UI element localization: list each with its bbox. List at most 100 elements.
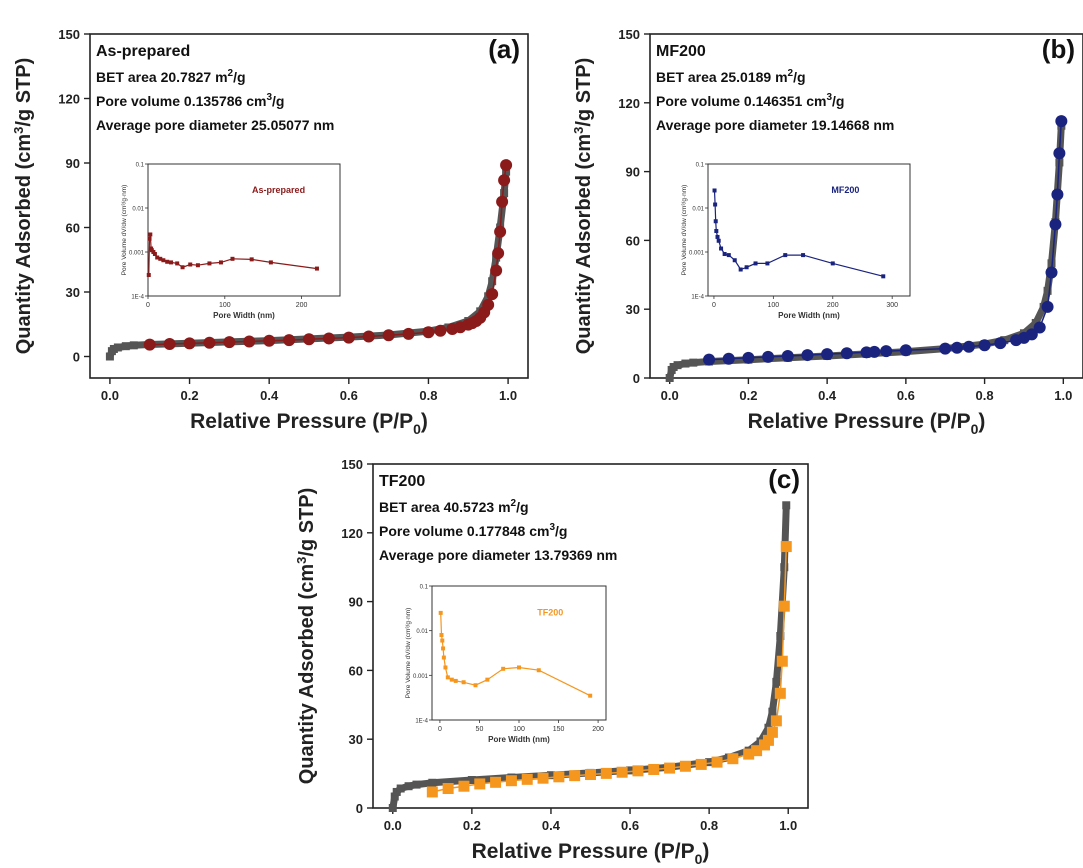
inset-psd-point <box>249 257 254 262</box>
inset-psd-point <box>744 265 749 270</box>
inset-psd-point <box>536 668 541 673</box>
inset-x-tick-label: 100 <box>219 302 231 309</box>
stat-line: Pore volume 0.177848 cm3/g <box>379 522 567 539</box>
isotherm-point <box>776 655 788 667</box>
x-tick-label: 0.4 <box>260 388 279 403</box>
y-tick-label: 120 <box>58 92 80 107</box>
inset-psd-point <box>440 638 445 643</box>
isotherm-point <box>703 353 716 366</box>
inset-psd-point <box>588 693 593 698</box>
inset-y-axis-label: Pore Volume dV/dw (cm³/g·nm) <box>405 608 412 699</box>
inset-y-tick-label: 0.01 <box>132 207 144 213</box>
isotherm-point <box>801 349 814 362</box>
y-tick-label: 90 <box>626 165 640 180</box>
inset-psd-point <box>161 258 166 263</box>
inset-x-tick-label: 200 <box>827 302 839 309</box>
inset-psd-point <box>314 266 319 271</box>
stat-text: Average pore diameter 13.79369 nm <box>379 547 617 563</box>
stat-tail: /g <box>516 499 528 515</box>
inset-psd-point <box>485 677 490 682</box>
reference-point <box>502 167 511 176</box>
inset-psd-point <box>715 234 720 239</box>
stat-line: Pore volume 0.146351 cm3/g <box>656 92 844 109</box>
inset-psd-point <box>713 219 718 224</box>
y-axis-label: Quantity Adsorbed (cm3/g STP) <box>294 488 318 785</box>
isotherm-point <box>322 332 335 345</box>
inset-x-axis-label: Pore Width (nm) <box>778 311 840 320</box>
isotherm-point <box>821 348 834 361</box>
inset-psd-point <box>268 260 273 265</box>
isotherm-point <box>1055 115 1068 128</box>
inset-psd-point <box>801 253 806 258</box>
reference-point <box>772 677 781 686</box>
y-tick-label: 90 <box>349 595 363 610</box>
inset-psd-point <box>146 273 151 278</box>
inset-psd-point <box>473 683 478 688</box>
isotherm-point <box>664 762 676 774</box>
isotherm-point <box>402 327 415 340</box>
reference-point <box>396 784 405 793</box>
isotherm-point <box>553 771 565 783</box>
stat-text: BET area 25.0189 m <box>656 69 788 85</box>
sample-name: TF200 <box>379 473 425 490</box>
y-tick-label: 90 <box>66 156 80 171</box>
x-tick-label: 0.8 <box>700 818 718 833</box>
reference-point <box>129 341 138 350</box>
stat-text: BET area 40.5723 m <box>379 499 511 515</box>
inset-y-tick-label: 0.1 <box>696 163 705 169</box>
inset-y-axis-label: Pore Volume dV/dw (cm³/g·nm) <box>681 185 688 276</box>
stat-line: BET area 40.5723 m2/g <box>379 498 529 515</box>
inset-y-tick-label: 0.1 <box>420 585 429 591</box>
isotherm-point <box>1051 188 1064 201</box>
y-tick-label: 150 <box>618 27 640 42</box>
stat-line: Average pore diameter 25.05077 nm <box>96 117 334 133</box>
y-axis-label-superscript: 3 <box>571 127 586 134</box>
isotherm-point <box>727 753 739 765</box>
isotherm-point <box>868 345 881 358</box>
isotherm-point <box>203 336 216 349</box>
isotherm-point <box>426 786 438 798</box>
inset-x-tick-label: 300 <box>886 302 898 309</box>
inset-psd-point <box>881 274 886 279</box>
inset-frame <box>431 585 607 721</box>
x-axis-label-text: Relative Pressure (P/P <box>748 410 971 433</box>
stat-tail: /g <box>272 93 284 109</box>
inset-x-tick-label: 0 <box>146 302 150 309</box>
inset-y-tick-label: 0.1 <box>136 163 145 169</box>
inset-psd-point <box>722 252 727 257</box>
stat-superscript: 2 <box>511 498 517 509</box>
isotherm-point <box>742 351 755 364</box>
inset-psd-point <box>716 238 721 243</box>
y-tick-label: 150 <box>341 457 363 472</box>
isotherm-point <box>434 324 447 337</box>
inset-y-tick-label: 0.001 <box>689 251 705 257</box>
y-tick-label: 0 <box>356 801 363 816</box>
isotherm-point <box>362 330 375 343</box>
isotherm-point <box>458 780 470 792</box>
isotherm-point <box>766 726 778 738</box>
inset-psd-point <box>148 232 153 237</box>
x-axis-label-subscript: 0 <box>695 851 703 867</box>
reference-point <box>113 343 122 352</box>
plot-frame <box>372 463 809 809</box>
isotherm-point <box>778 600 790 612</box>
x-tick-label: 1.0 <box>499 388 517 403</box>
y-tick-label: 60 <box>626 233 640 248</box>
reference-point <box>626 766 635 775</box>
x-axis-label-subscript: 0 <box>971 421 979 437</box>
inset-x-tick-label: 100 <box>513 726 525 733</box>
inset-psd-point <box>441 655 446 660</box>
inset-x-tick-label: 50 <box>476 726 484 733</box>
inset-x-tick-label: 0 <box>712 302 716 309</box>
x-axis-label: Relative Pressure (P/P0) <box>472 840 710 867</box>
panel-label: (a) <box>488 34 520 64</box>
x-tick-label: 1.0 <box>1054 388 1072 403</box>
isotherm-point <box>711 756 723 768</box>
isotherm-point <box>770 715 782 727</box>
y-tick-label: 120 <box>341 526 363 541</box>
inset-psd-point <box>713 202 718 207</box>
stat-superscript: 3 <box>266 92 272 103</box>
isotherm-point <box>780 541 792 553</box>
y-axis-label-text: Quantity Adsorbed (cm <box>13 134 35 354</box>
